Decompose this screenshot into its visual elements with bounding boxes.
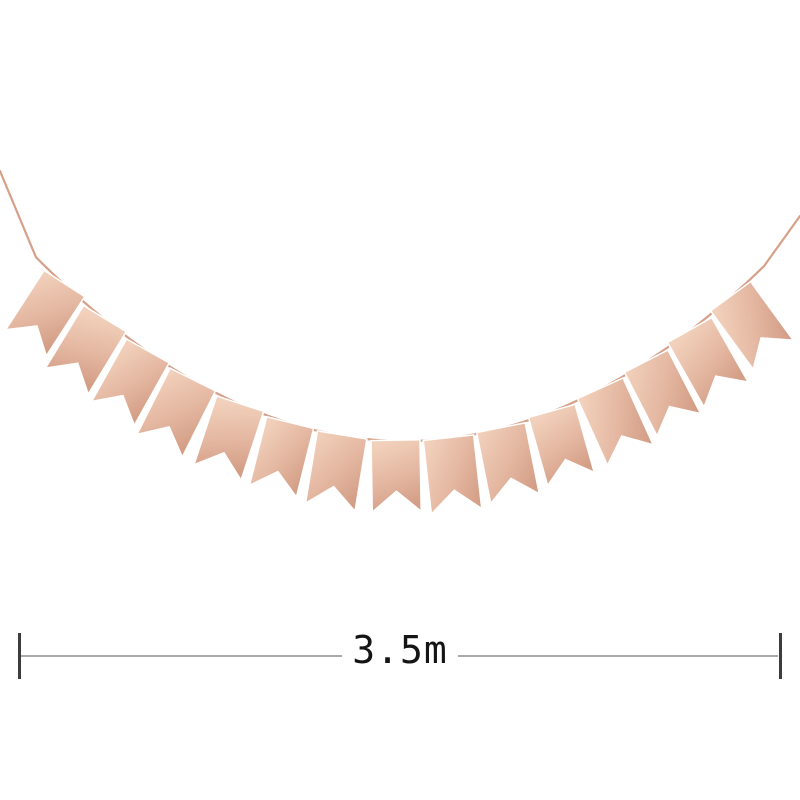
- flags-group: [4, 269, 795, 516]
- flag: [709, 280, 795, 371]
- flag: [135, 367, 217, 459]
- flag: [527, 403, 596, 488]
- dimension-line-right: [458, 655, 778, 657]
- flag: [475, 421, 541, 506]
- flag: [90, 338, 171, 428]
- flag: [4, 269, 86, 358]
- dimension-label: 3.5m: [352, 628, 448, 672]
- flag: [304, 430, 368, 513]
- dimension-line-left: [20, 655, 342, 657]
- flag: [422, 434, 483, 516]
- flag: [576, 376, 655, 468]
- flag: [43, 304, 128, 396]
- flag: [248, 415, 315, 499]
- dimension-tick-left: [18, 633, 21, 679]
- flag: [370, 438, 422, 514]
- dimension-tick-right: [779, 633, 782, 679]
- flag: [666, 316, 750, 409]
- flag: [623, 348, 702, 438]
- flag: [192, 394, 265, 482]
